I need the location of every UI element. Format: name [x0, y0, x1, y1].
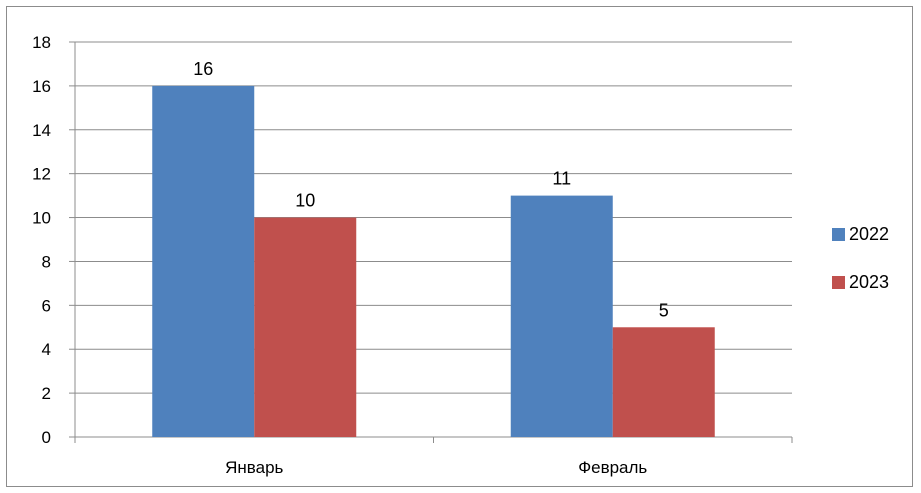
legend-label: 2022 — [849, 224, 889, 244]
y-tick-label: 6 — [42, 296, 51, 315]
x-category-label: Февраль — [578, 458, 647, 477]
y-tick-label: 12 — [32, 165, 51, 184]
bar-2023-2 — [612, 327, 715, 437]
y-tick-label: 2 — [42, 384, 51, 403]
chart-frame: 0 2 4 6 8 10 12 14 16 18 Январь Февраль 16 10 11 5 202… — [6, 6, 913, 487]
legend: 2022 2023 — [832, 224, 889, 292]
y-tick-label: 16 — [32, 77, 51, 96]
legend-swatch — [832, 228, 845, 241]
bars — [152, 85, 715, 437]
bar-2023-1 — [254, 217, 357, 437]
y-tick-label: 18 — [32, 33, 51, 52]
y-tick-label: 4 — [42, 340, 51, 359]
data-label: 10 — [295, 191, 315, 211]
bar-chart: 0 2 4 6 8 10 12 14 16 18 Январь Февраль 16 10 11 5 202… — [32, 33, 889, 477]
data-label: 5 — [659, 300, 669, 320]
data-labels: 16 10 11 5 — [193, 59, 669, 320]
y-tick-label: 8 — [42, 252, 51, 271]
x-category-label: Январь — [225, 458, 283, 477]
data-label: 11 — [552, 169, 571, 189]
legend-swatch — [832, 276, 845, 289]
y-tick-label: 14 — [32, 121, 51, 140]
data-label: 16 — [193, 59, 213, 79]
bar-2022-1 — [152, 85, 255, 437]
legend-label: 2023 — [849, 272, 889, 292]
y-tick-label: 10 — [32, 209, 51, 228]
y-tick-label: 0 — [42, 428, 51, 447]
bar-2022-2 — [510, 195, 613, 437]
